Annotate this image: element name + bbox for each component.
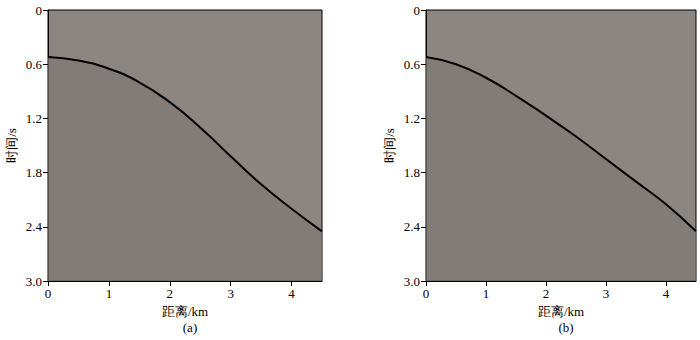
svg-text:0: 0 [36,3,43,18]
svg-text:0.6: 0.6 [404,57,421,72]
svg-text:时间/s: 时间/s [382,128,397,163]
svg-text:1.8: 1.8 [26,165,42,180]
svg-text:0: 0 [414,3,421,18]
svg-text:2.4: 2.4 [404,219,421,234]
svg-text:1.8: 1.8 [404,165,420,180]
svg-text:4: 4 [663,286,670,301]
svg-text:0.6: 0.6 [26,57,43,72]
svg-text:1: 1 [483,286,490,301]
svg-text:0: 0 [45,286,52,301]
svg-text:(b): (b) [558,320,573,335]
svg-text:3.0: 3.0 [404,274,420,289]
svg-text:距离/km: 距离/km [538,304,584,319]
svg-text:距离/km: 距离/km [162,304,208,319]
svg-text:3.0: 3.0 [26,274,42,289]
svg-text:2: 2 [167,286,174,301]
svg-text:1.2: 1.2 [26,111,42,126]
svg-text:(a): (a) [183,320,197,335]
svg-text:2.4: 2.4 [26,219,43,234]
svg-text:1.2: 1.2 [404,111,420,126]
svg-text:3: 3 [603,286,610,301]
svg-text:3: 3 [227,286,234,301]
svg-text:2: 2 [543,286,550,301]
svg-text:1: 1 [106,286,113,301]
svg-text:时间/s: 时间/s [4,128,19,163]
svg-text:0: 0 [423,286,430,301]
svg-text:4: 4 [288,286,295,301]
